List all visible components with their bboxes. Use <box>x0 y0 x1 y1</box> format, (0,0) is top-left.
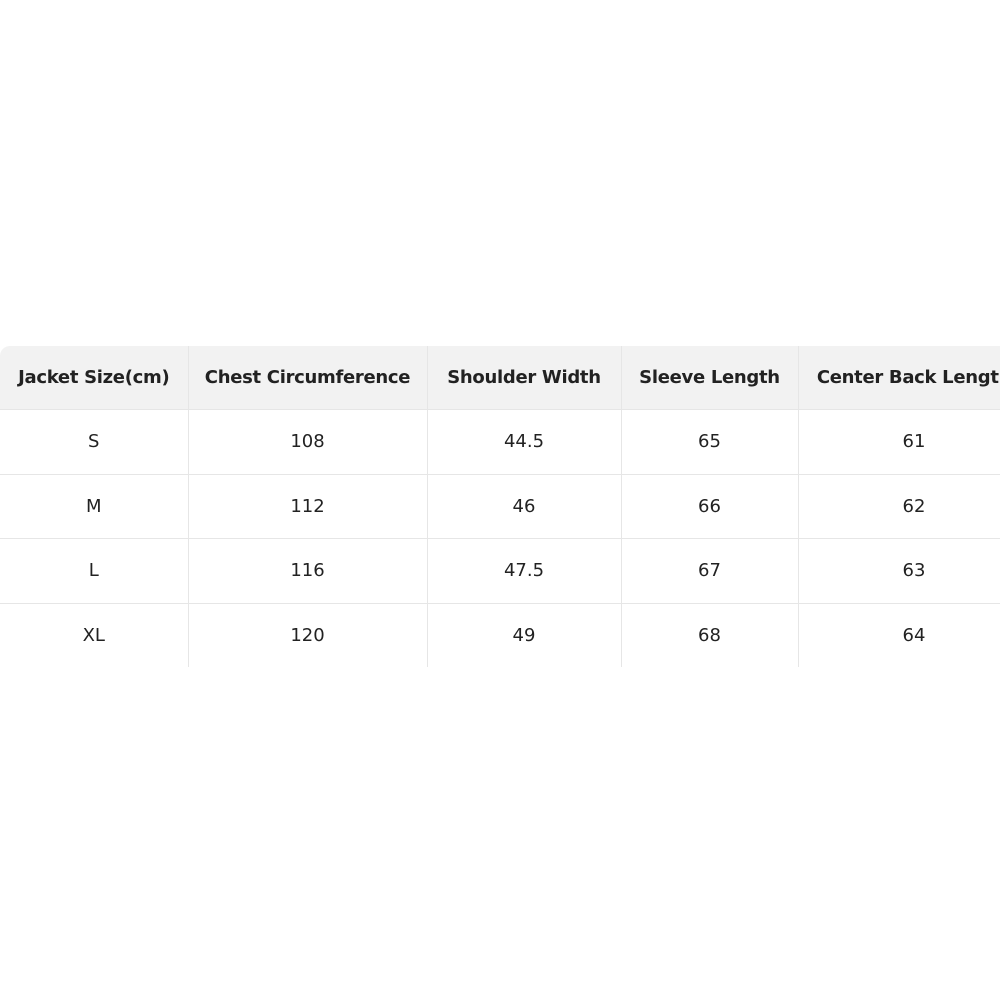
cell-shoulder: 49 <box>427 603 622 667</box>
table-row: L 116 47.5 67 63 <box>0 538 1000 604</box>
cell-size: M <box>0 474 189 539</box>
table-row: M 112 46 66 62 <box>0 474 1000 539</box>
cell-chest: 108 <box>188 409 428 475</box>
cell-size: S <box>0 409 189 475</box>
cell-chest: 120 <box>188 603 428 667</box>
table-row: S 108 44.5 65 61 <box>0 409 1000 475</box>
cell-sleeve: 66 <box>621 474 799 539</box>
cell-sleeve: 65 <box>621 409 799 475</box>
cell-sleeve: 68 <box>621 603 799 667</box>
cell-shoulder: 46 <box>427 474 622 539</box>
header-size: Jacket Size(cm) <box>0 346 189 410</box>
header-back-length: Center Back Length <box>798 346 1000 410</box>
cell-back-length: 62 <box>798 474 1000 539</box>
cell-back-length: 61 <box>798 409 1000 475</box>
cell-back-length: 63 <box>798 538 1000 604</box>
cell-size: XL <box>0 603 189 667</box>
header-chest: Chest Circumference <box>188 346 428 410</box>
header-row: Jacket Size(cm) Chest Circumference Shou… <box>0 346 1000 410</box>
cell-size: L <box>0 538 189 604</box>
cell-chest: 116 <box>188 538 428 604</box>
size-table: Jacket Size(cm) Chest Circumference Shou… <box>0 346 1000 667</box>
cell-shoulder: 44.5 <box>427 409 622 475</box>
cell-sleeve: 67 <box>621 538 799 604</box>
header-sleeve: Sleeve Length <box>621 346 799 410</box>
cell-shoulder: 47.5 <box>427 538 622 604</box>
cell-back-length: 64 <box>798 603 1000 667</box>
cell-chest: 112 <box>188 474 428 539</box>
size-chart: Jacket Size(cm) Chest Circumference Shou… <box>0 346 1000 667</box>
header-shoulder: Shoulder Width <box>427 346 622 410</box>
table-row: XL 120 49 68 64 <box>0 603 1000 667</box>
